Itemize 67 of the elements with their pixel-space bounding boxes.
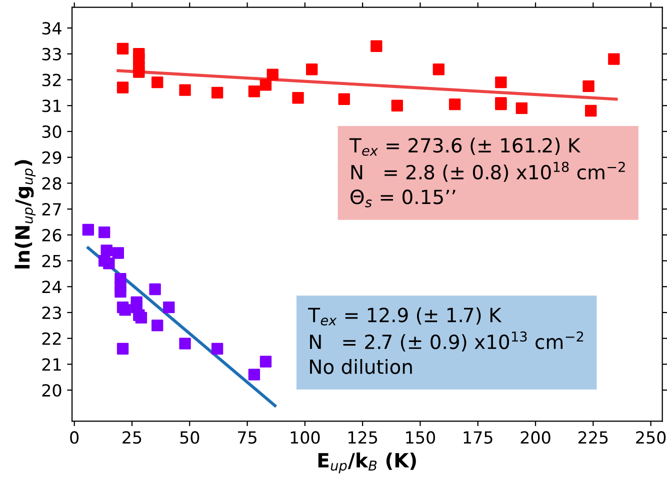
- y-axis-title: ln(N$_{up}$/g$_{up}$): [14, 160, 36, 268]
- y-tick-label: 28: [42, 177, 62, 190]
- point: [582, 80, 594, 92]
- text: T$_{ex}$ = 12.9 (± 1.7) K N = 2.7 (± 0.9) x10$^{13}$ cm$^{−2}$ No dilution: [308, 307, 584, 374]
- point: [370, 40, 382, 52]
- point: [495, 76, 507, 88]
- x-tick-label: 100: [290, 431, 320, 444]
- point: [338, 93, 350, 105]
- point: [133, 66, 145, 78]
- y-tick-label: 23: [42, 306, 61, 320]
- x-tick-label: 0: [70, 431, 79, 444]
- point: [266, 68, 278, 80]
- point: [248, 368, 260, 380]
- text: T$_{ex}$ = 273.6 (± 161.2) K N = 2.8 (± 0.8) x10$^{18}$ cm$^{−2}$ Θ$_{s}$ = 0.15’’: [349, 138, 625, 208]
- x-tick-label: 75: [238, 431, 256, 444]
- point: [179, 338, 191, 350]
- y-tick-label: 21: [42, 358, 61, 371]
- point: [112, 247, 124, 259]
- y-tick-label: 32: [42, 74, 61, 86]
- x-tick-label: 150: [406, 431, 436, 444]
- point: [260, 79, 272, 91]
- point: [116, 42, 129, 55]
- y-tick-label: 33: [42, 48, 61, 60]
- point: [585, 104, 597, 117]
- point: [103, 258, 115, 270]
- point: [114, 286, 126, 298]
- point: [260, 356, 272, 368]
- point: [292, 92, 304, 104]
- point: [432, 64, 445, 76]
- point: [152, 320, 164, 332]
- point: [135, 312, 148, 324]
- y-tick-label: 31: [42, 100, 61, 112]
- point: [306, 64, 318, 76]
- point: [211, 86, 224, 99]
- x-tick-label: 200: [520, 431, 550, 444]
- y-tick-label: 34: [42, 22, 62, 35]
- x-tick-label: 225: [578, 431, 608, 444]
- y-tick-label: 26: [42, 228, 62, 242]
- y-tick-label: 20: [42, 384, 62, 397]
- point: [448, 98, 461, 110]
- y-tick-label: 24: [42, 280, 62, 293]
- point: [98, 226, 110, 238]
- point: [152, 76, 164, 88]
- x-tick-label: 175: [464, 431, 492, 444]
- x-tick-label: 25: [122, 431, 142, 444]
- point: [82, 224, 94, 236]
- point: [163, 302, 175, 314]
- y-tick-label: 29: [42, 151, 62, 164]
- x-tick-label: 50: [180, 431, 200, 444]
- point: [149, 283, 161, 296]
- x-tick-label: 250: [636, 431, 666, 444]
- y-tick-label: 30: [42, 125, 62, 138]
- y-tick-label: 27: [42, 203, 61, 216]
- point: [608, 53, 620, 65]
- point: [391, 100, 404, 112]
- point: [116, 82, 129, 94]
- x-axis-title: E$_{up}$/k$_{B}$ (K): [318, 452, 416, 474]
- point: [248, 86, 260, 98]
- point: [179, 84, 191, 96]
- point: [516, 102, 528, 114]
- point: [100, 244, 112, 256]
- y-tick-label: 22: [42, 332, 61, 345]
- point: [211, 342, 224, 355]
- point: [119, 304, 131, 316]
- y-tick-label: 25: [42, 254, 61, 268]
- x-tick-label: 125: [348, 431, 378, 444]
- point: [116, 342, 129, 355]
